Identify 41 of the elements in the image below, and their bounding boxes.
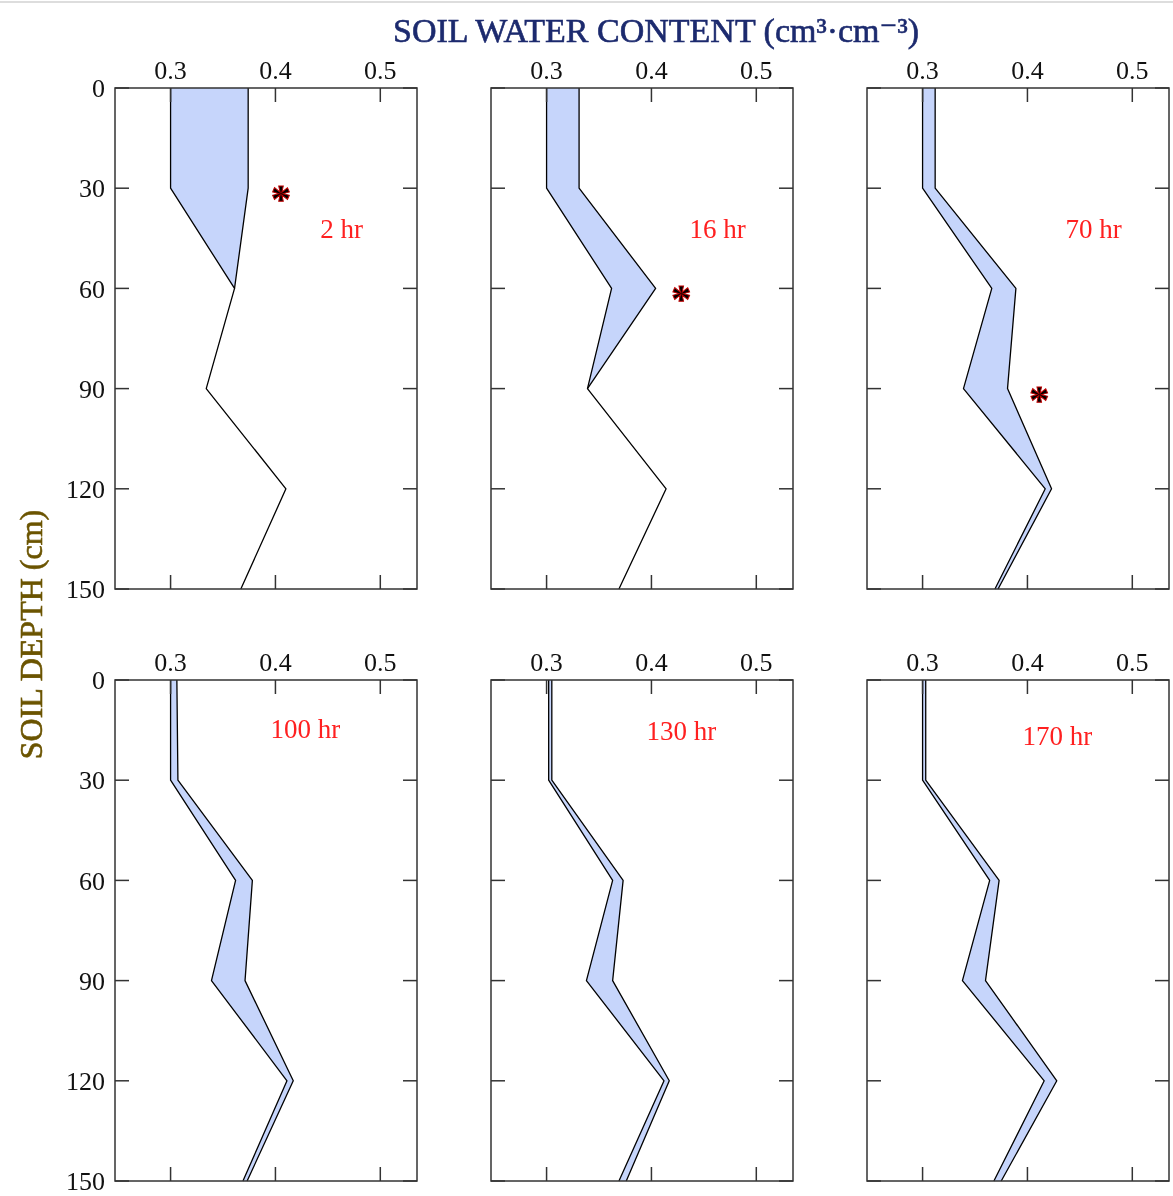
- x-tick-label: 0.3: [530, 56, 563, 85]
- y-tick-label: 90: [79, 966, 105, 996]
- x-tick-label: 0.4: [1011, 648, 1044, 677]
- x-tick-label: 0.4: [635, 56, 668, 85]
- x-tick-label: 0.3: [154, 648, 187, 677]
- x-tick-label: 0.5: [1116, 56, 1149, 85]
- y-tick-label: 0: [92, 74, 105, 104]
- x-axis-title: SOIL WATER CONTENT (cm³·cm⁻³): [393, 12, 919, 50]
- annotation: 100 hr: [270, 713, 341, 744]
- x-tick-label: 0.4: [635, 648, 668, 677]
- y-axis-title: SOIL DEPTH (cm): [13, 509, 49, 760]
- annotation: 170 hr: [1022, 721, 1093, 752]
- y-tick-label: 150: [66, 575, 105, 605]
- annotation: 16 hr: [689, 214, 746, 245]
- annotation: *: [671, 276, 692, 322]
- y-tick-label: 60: [79, 274, 105, 304]
- x-tick-label: 0.4: [259, 648, 292, 677]
- y-tick-label: 120: [66, 474, 105, 504]
- x-tick-label: 0.4: [259, 56, 292, 85]
- annotation: 2 hr: [320, 214, 363, 245]
- x-tick-label: 0.5: [740, 648, 773, 677]
- annotation: *: [271, 176, 292, 222]
- x-tick-label: 0.4: [1011, 56, 1044, 85]
- x-tick-label: 0.3: [906, 56, 939, 85]
- annotation: 70 hr: [1065, 214, 1122, 245]
- y-tick-label: 0: [92, 666, 105, 696]
- y-tick-label: 90: [79, 374, 105, 404]
- x-tick-label: 0.5: [740, 56, 773, 85]
- x-tick-label: 0.5: [1116, 648, 1149, 677]
- x-tick-label: 0.3: [906, 648, 939, 677]
- x-tick-label: 0.3: [154, 56, 187, 85]
- y-tick-label: 30: [79, 174, 105, 204]
- y-tick-label: 30: [79, 766, 105, 796]
- x-tick-label: 0.5: [364, 56, 397, 85]
- x-tick-label: 0.5: [364, 648, 397, 677]
- annotation: *: [1029, 376, 1050, 422]
- y-tick-label: 150: [66, 1167, 105, 1196]
- y-tick-label: 60: [79, 866, 105, 896]
- x-tick-label: 0.3: [530, 648, 563, 677]
- annotation: 130 hr: [646, 716, 717, 747]
- y-tick-label: 120: [66, 1066, 105, 1096]
